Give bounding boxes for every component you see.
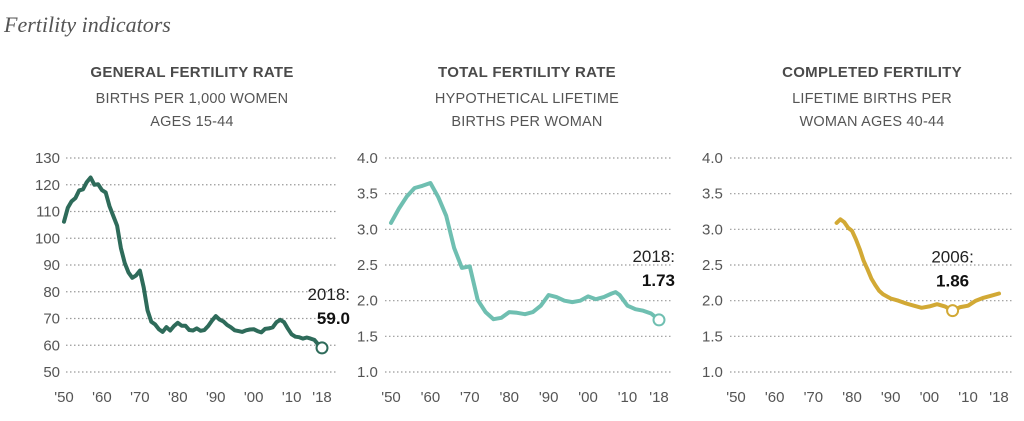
chart-subtitle-line-1: BIRTHS PER 1,000 WOMEN — [95, 91, 289, 107]
y-tick-label: 1.5 — [702, 328, 723, 345]
y-tick-label: 1.5 — [357, 328, 378, 345]
x-tick-label: '18 — [312, 389, 332, 406]
chart-svg: 1.0 1.5 2.0 2.5 3.0 3.5 4.0 '50 '60 '70 '80 '90 '00 '… — [702, 150, 1013, 406]
y-tick-label: 2.0 — [702, 293, 723, 310]
annotation-year-label: 2006: — [931, 248, 974, 267]
y-tick-label: 80 — [43, 284, 60, 301]
x-tick-label: '60 — [765, 389, 785, 406]
series-line — [834, 217, 1001, 313]
y-tick-label: 2.0 — [357, 293, 378, 310]
chart-subtitle-line-1: HYPOTHETICAL LIFETIME — [434, 91, 620, 107]
chart-subtitle-line-2: BIRTHS PER WOMAN — [451, 114, 603, 130]
x-tick-label: '18 — [649, 389, 669, 406]
annotation-value-label: 1.73 — [642, 271, 675, 290]
x-tick-label: '60 — [421, 389, 441, 406]
annotation-marker — [652, 313, 666, 327]
x-tick-label: '60 — [92, 389, 112, 406]
annotation-value-label: 1.86 — [936, 272, 969, 291]
annotation-value-label: 59.0 — [317, 309, 350, 328]
y-tick-label: 50 — [43, 364, 60, 381]
x-tick-label: '80 — [842, 389, 862, 406]
y-tick-label: 130 — [35, 150, 60, 167]
x-tick-label: '90 — [881, 389, 901, 406]
chart-title: TOTAL FERTILITY RATE — [438, 64, 616, 81]
y-tick-label: 3.0 — [702, 221, 723, 238]
y-tick-label: 90 — [43, 257, 60, 274]
annotation-year-label: 2018: — [632, 247, 675, 266]
chart-subtitle-line-2: WOMAN AGES 40-44 — [799, 114, 945, 130]
x-tick-label: '10 — [958, 389, 978, 406]
x-tick-label: '50 — [54, 389, 74, 406]
chart-general-fertility-rate: GENERAL FERTILITY RATE BIRTHS PER 1,000 … — [22, 64, 362, 414]
y-tick-label: 4.0 — [702, 150, 723, 167]
chart-subtitle-line-2: AGES 15-44 — [150, 114, 234, 130]
chart-title: GENERAL FERTILITY RATE — [90, 64, 294, 81]
x-tick-label: '00 — [578, 389, 598, 406]
chart-svg: 1.0 1.5 2.0 2.5 3.0 3.5 4.0 '50 '60 '70 '80 '90 '00 '… — [357, 150, 675, 406]
chart-svg: 50 60 70 80 90 100 110 120 130 '50 '60 '70 '80 '90 '00… — [35, 150, 350, 406]
series-line — [389, 181, 661, 322]
x-tick-label: '90 — [206, 389, 226, 406]
x-tick-label: '70 — [804, 389, 824, 406]
annotation-marker — [946, 304, 960, 318]
annotation-marker — [315, 341, 329, 355]
y-tick-label: 4.0 — [357, 150, 378, 167]
y-tick-label: 2.5 — [357, 257, 378, 274]
x-tick-label: '80 — [499, 389, 519, 406]
x-tick-label: '00 — [920, 389, 940, 406]
y-tick-label: 60 — [43, 337, 60, 354]
series-line — [62, 175, 324, 350]
y-tick-label: 2.5 — [702, 257, 723, 274]
x-tick-label: '50 — [726, 389, 746, 406]
y-tick-label: 100 — [35, 230, 60, 247]
annotation-year-label: 2018: — [307, 285, 350, 304]
y-tick-label: 3.0 — [357, 221, 378, 238]
x-tick-label: '18 — [989, 389, 1009, 406]
chart-title: COMPLETED FERTILITY — [782, 64, 962, 81]
y-tick-label: 1.0 — [357, 364, 378, 381]
chart-total-fertility-rate: TOTAL FERTILITY RATE HYPOTHETICAL LIFETI… — [357, 64, 697, 414]
x-tick-label: '00 — [244, 389, 264, 406]
y-tick-label: 3.5 — [357, 186, 378, 203]
y-tick-label: 120 — [35, 177, 60, 194]
y-tick-label: 110 — [36, 204, 60, 221]
x-tick-label: '70 — [130, 389, 150, 406]
chart-completed-fertility: COMPLETED FERTILITY LIFETIME BIRTHS PER … — [702, 64, 1024, 414]
x-tick-label: '10 — [618, 389, 638, 406]
x-tick-label: '10 — [282, 389, 302, 406]
chart-subtitle-line-1: LIFETIME BIRTHS PER — [792, 91, 952, 107]
y-tick-label: 70 — [43, 311, 60, 328]
y-tick-label: 1.0 — [702, 364, 723, 381]
x-tick-label: '90 — [539, 389, 559, 406]
y-tick-label: 3.5 — [702, 186, 723, 203]
x-tick-label: '80 — [168, 389, 188, 406]
x-tick-label: '70 — [460, 389, 480, 406]
page-title: Fertility indicators — [4, 12, 171, 37]
x-tick-label: '50 — [381, 389, 401, 406]
